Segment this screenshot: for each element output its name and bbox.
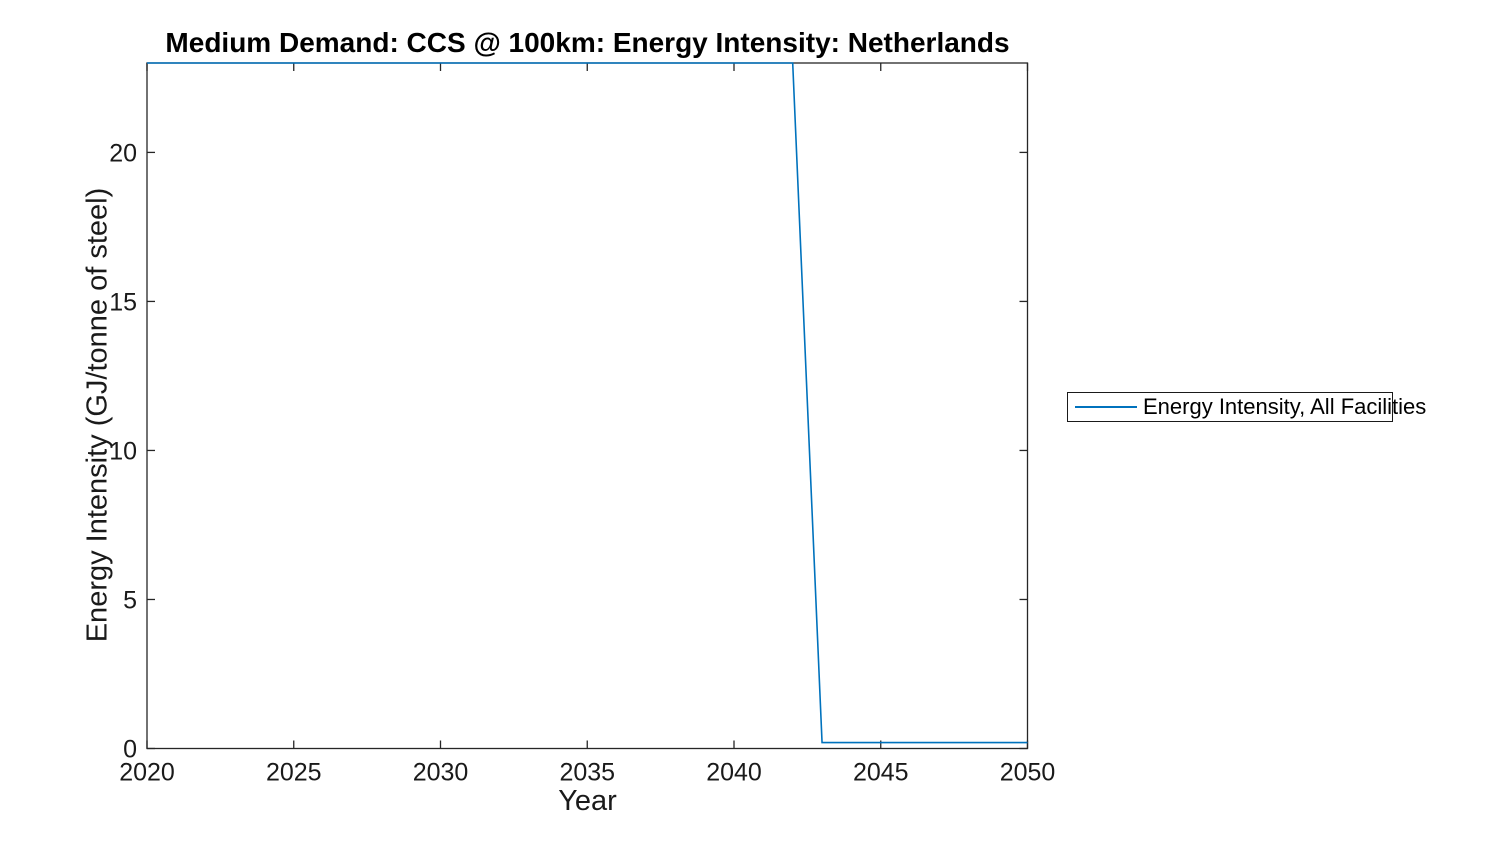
x-tick-label: 2045 <box>853 759 909 787</box>
series-line-energy-intensity <box>147 62 1028 744</box>
y-tick-label: 15 <box>109 288 137 316</box>
y-tick-label: 5 <box>123 586 137 614</box>
x-tick-label: 2035 <box>559 759 615 787</box>
y-axis-title: Energy Intensity (GJ/tonne of steel) <box>81 187 114 643</box>
legend-line-sample-icon <box>1075 406 1137 408</box>
x-tick-label: 2050 <box>1000 759 1056 787</box>
x-tick-label: 2030 <box>413 759 469 787</box>
legend-box: Energy Intensity, All Facilities <box>1067 392 1426 422</box>
x-axis-title: Year <box>558 785 617 817</box>
legend-entry-label: Energy Intensity, All Facilities <box>1143 394 1427 419</box>
axes-box <box>146 62 1029 750</box>
y-tick-label: 20 <box>109 139 137 167</box>
y-tick-label: 10 <box>109 437 137 465</box>
x-tick-label: 2020 <box>119 759 175 787</box>
x-tick-label: 2025 <box>266 759 322 787</box>
y-tick-label: 0 <box>123 736 137 764</box>
chart-title: Medium Demand: CCS @ 100km: Energy Inten… <box>165 27 1010 58</box>
x-tick-label: 2040 <box>706 759 762 787</box>
